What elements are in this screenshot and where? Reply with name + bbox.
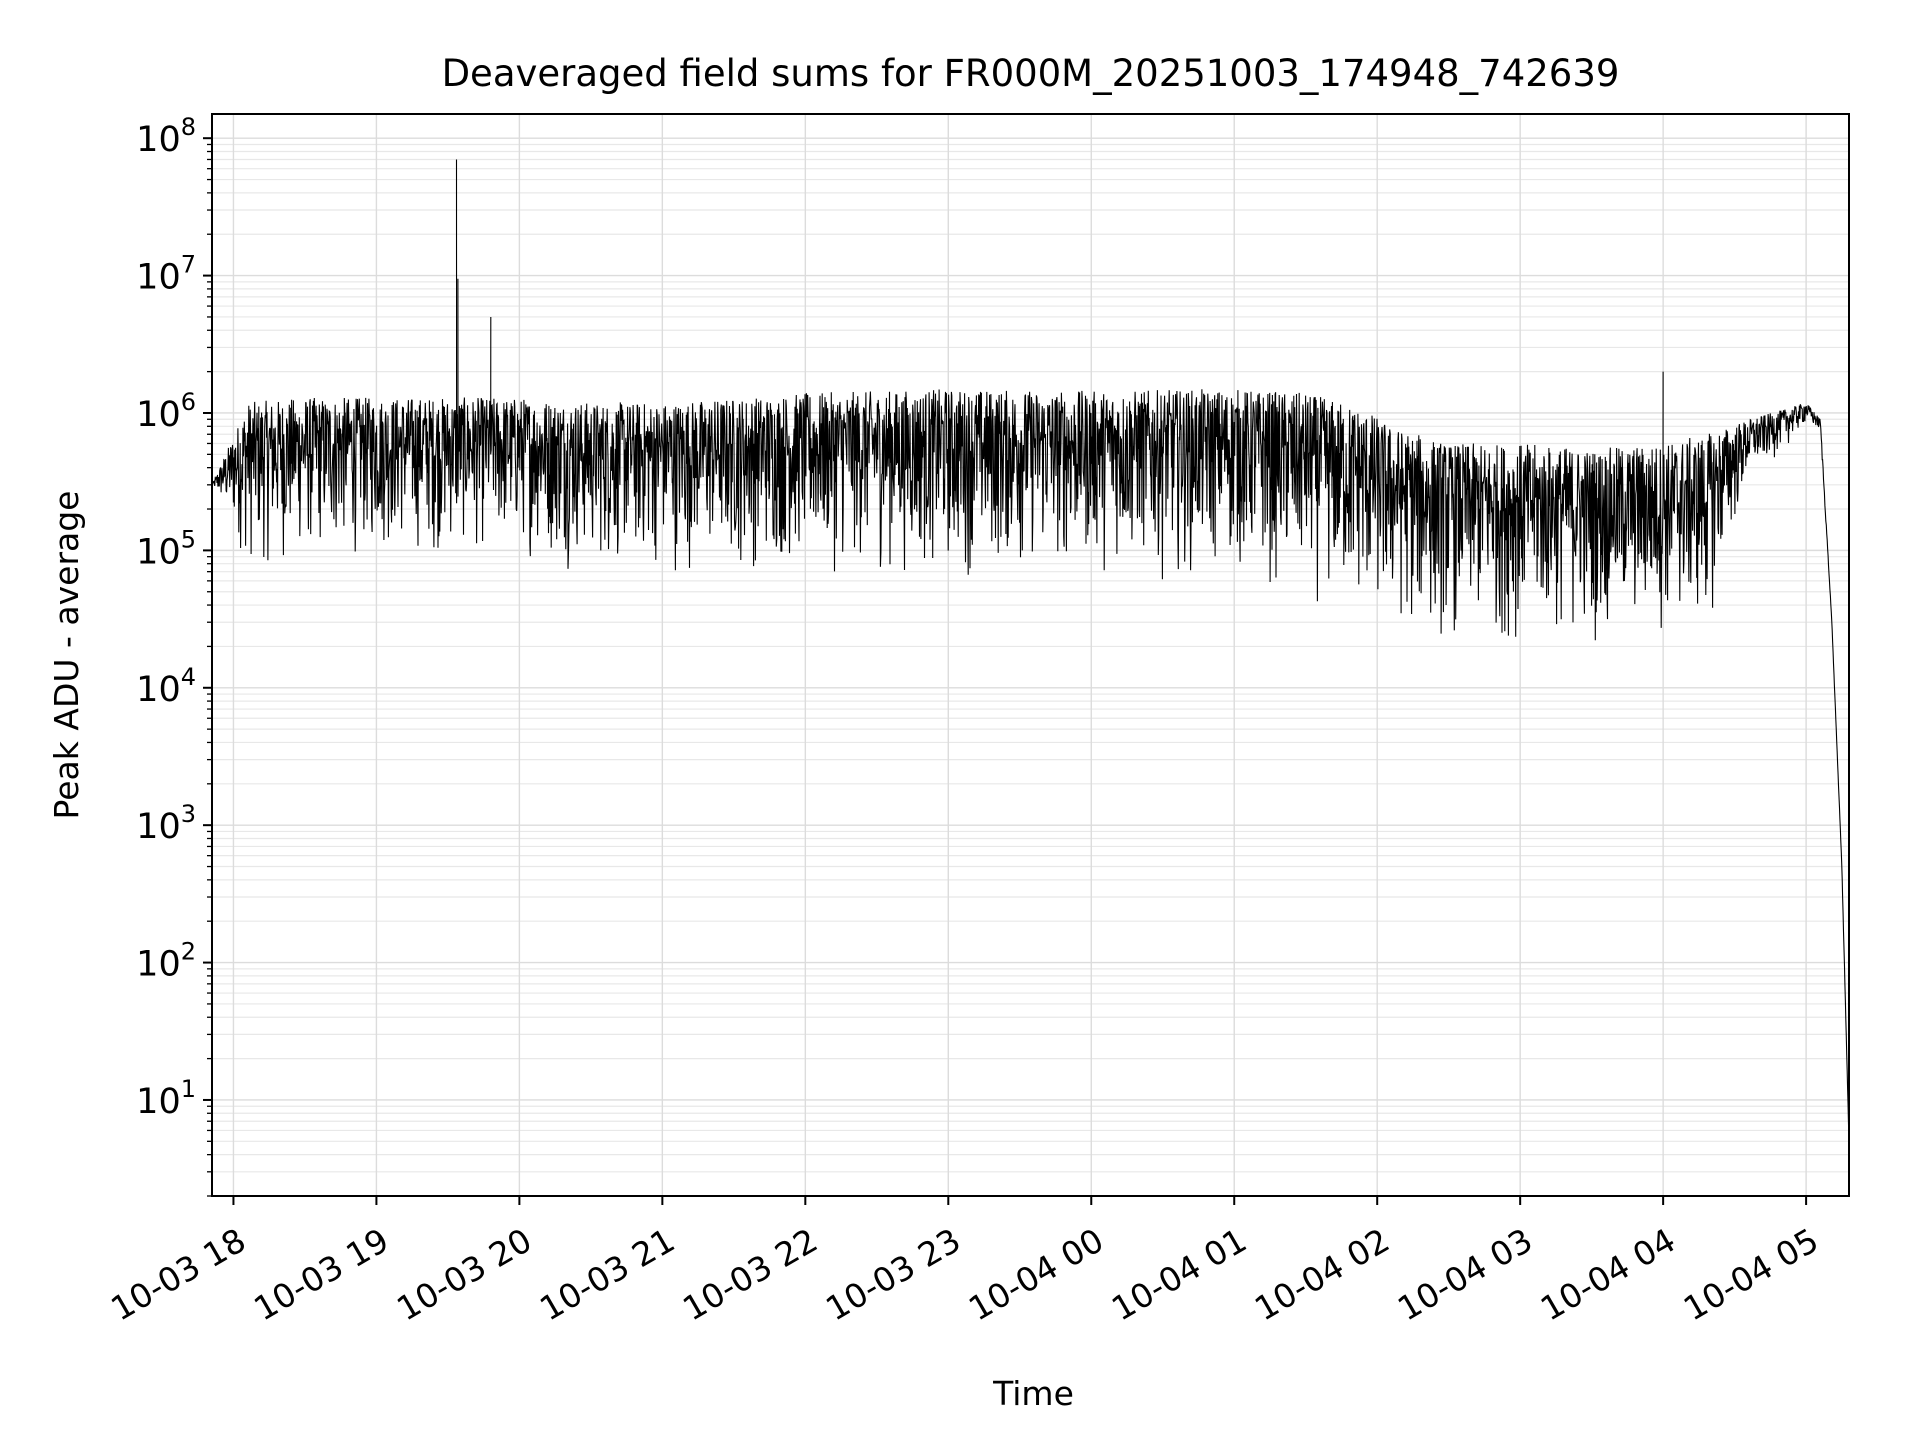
- x-tick-label: 10-03 21: [533, 1220, 681, 1328]
- y-tick-label: 101: [136, 1075, 196, 1122]
- y-tick-label: 104: [136, 663, 196, 710]
- x-tick-label: 10-04 05: [1677, 1220, 1825, 1328]
- x-tick-label: 10-03 20: [390, 1220, 538, 1328]
- y-tick-label: 107: [136, 251, 196, 298]
- x-tick-label: 10-03 19: [247, 1220, 395, 1328]
- y-tick-label: 108: [136, 113, 196, 160]
- x-tick-label: 10-03 23: [819, 1220, 967, 1328]
- series-line: [211, 159, 1850, 1142]
- x-tick-label: 10-04 02: [1248, 1220, 1396, 1328]
- plot-frame: [211, 113, 1850, 1197]
- y-tick-label: 106: [136, 388, 196, 435]
- x-tick-label: 10-04 01: [1105, 1220, 1253, 1328]
- y-axis: 101 102 103 104 105 106 107 108: [136, 113, 212, 1197]
- x-tick-label: 10-04 03: [1391, 1220, 1539, 1328]
- y-tick-label: 102: [136, 938, 196, 985]
- chart-title: Deaveraged field sums for FR000M_2025100…: [442, 52, 1620, 95]
- x-tick-label: 10-03 18: [104, 1220, 252, 1328]
- x-axis-label: Time: [992, 1374, 1074, 1413]
- y-tick-label: 103: [136, 800, 196, 847]
- series-group: [211, 159, 1850, 1142]
- x-tick-label: 10-04 04: [1534, 1220, 1682, 1328]
- y-tick-label: 105: [136, 525, 196, 572]
- y-axis-label: Peak ADU - average: [47, 491, 86, 820]
- x-tick-label: 10-04 00: [962, 1220, 1110, 1328]
- x-tick-label: 10-03 22: [676, 1220, 824, 1328]
- grid: [212, 114, 1849, 1197]
